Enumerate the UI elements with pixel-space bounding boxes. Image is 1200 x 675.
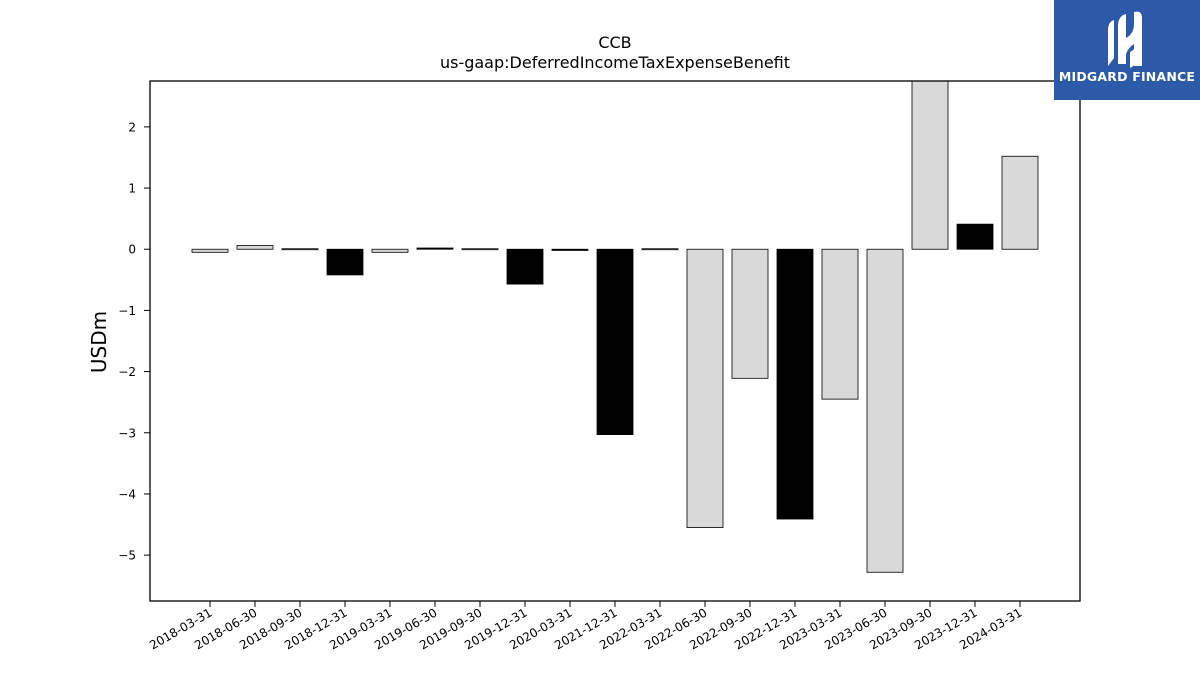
y-tick-label: 2 (128, 120, 136, 134)
plot-frame (149, 80, 1081, 602)
bar-2022-03-31 (641, 248, 679, 251)
bar-2019-06-30 (416, 247, 454, 250)
bar-2019-12-31 (506, 248, 544, 285)
bar-2022-12-31 (776, 248, 814, 520)
bar-2024-03-31 (1001, 155, 1039, 250)
bar-2019-03-31 (371, 248, 409, 253)
y-tick-label: 0 (128, 243, 136, 257)
bar-2023-09-30 (911, 80, 949, 250)
y-tick-label: −3 (118, 426, 136, 440)
bar-2019-09-30 (461, 248, 499, 251)
midgard-finance-logo: MIDGARD FINANCE (1054, 0, 1200, 100)
logo-mark-icon (1108, 11, 1142, 68)
chart-title: CCB (598, 33, 631, 52)
bar-2021-12-31 (596, 248, 634, 435)
bar-2023-06-30 (866, 248, 904, 573)
chart-subtitle: us-gaap:DeferredIncomeTaxExpenseBenefit (440, 53, 790, 72)
x-axis-ticks: 2018-03-312018-06-302018-09-302018-12-31… (147, 601, 1025, 652)
bar-2023-12-31 (956, 223, 994, 250)
bar-2022-06-30 (686, 248, 724, 528)
y-tick-label: −5 (118, 549, 136, 563)
bar-2018-03-31 (191, 248, 229, 253)
y-tick-label: −2 (118, 365, 136, 379)
y-axis-label: USDm (87, 311, 111, 373)
bar-2023-03-31 (821, 248, 859, 400)
y-tick-label: −4 (118, 487, 136, 501)
y-tick-label: 1 (128, 182, 136, 196)
bar-2018-06-30 (236, 245, 274, 250)
logo-text: MIDGARD FINANCE (1058, 69, 1196, 84)
bars-group (191, 80, 1039, 573)
y-axis-ticks: 2 1 0 −1 −2 −3 −4 −5 (118, 120, 150, 563)
y-tick-label: −1 (118, 304, 136, 318)
bar-2018-09-30 (281, 248, 319, 251)
bar-2020-03-31 (551, 248, 589, 251)
bar-2022-09-30 (731, 248, 769, 379)
bar-2018-12-31 (326, 248, 364, 276)
